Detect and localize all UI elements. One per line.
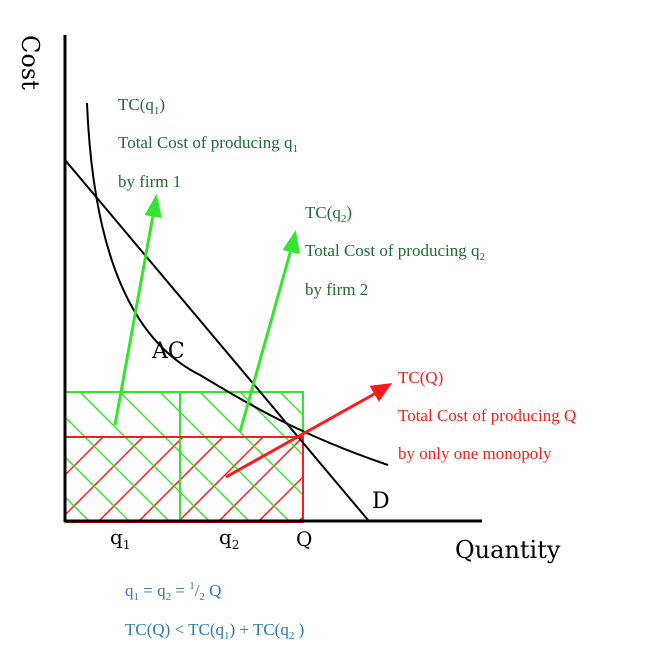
tc-q2-annotation: TC(q2) Total Cost of producing q2 by fir… xyxy=(305,203,485,299)
tc-q1-line2: by firm 1 xyxy=(118,172,181,191)
tc-q2-line2: by firm 2 xyxy=(305,280,368,299)
equation-tc-inequality: TC(Q) < TC(q1) + TC(q2 ) xyxy=(125,620,304,642)
tc-Q-title: TC(Q) xyxy=(398,368,443,387)
firm1-cost-hatch xyxy=(65,392,180,522)
demand-curve xyxy=(64,159,369,521)
tc-Q-line1: Total Cost of producing Q xyxy=(398,406,576,425)
monopoly-cost-box xyxy=(65,436,304,522)
average-cost-curve xyxy=(86,102,389,466)
tc-q1-title: TC(q1) xyxy=(118,95,165,117)
tick-Q: Q xyxy=(296,527,312,551)
monopoly-arrow xyxy=(225,391,377,479)
y-axis-label: Cost xyxy=(16,35,44,90)
firm2-arrow-head xyxy=(282,230,300,254)
firm2-cost-hatch xyxy=(180,392,303,522)
tc-q2-title: TC(q2) xyxy=(305,203,352,225)
firm1-arrow xyxy=(113,209,156,426)
monopoly-cost-hatch xyxy=(65,437,303,522)
tick-q2: q2 xyxy=(219,525,239,552)
tc-q1-line1: Total Cost of producing q1 xyxy=(118,133,298,155)
equation-q-split: q1 = q2 = 1/2 Q xyxy=(125,580,221,603)
firm1-arrow-head xyxy=(144,193,162,218)
tc-Q-annotation: TC(Q) Total Cost of producing Q by only … xyxy=(398,368,576,463)
ac-label: AC xyxy=(151,339,185,364)
tick-q1: q1 xyxy=(110,525,130,552)
tc-q1-annotation: TC(q1) Total Cost of producing q1 by fir… xyxy=(118,95,298,191)
equations: q1 = q2 = 1/2 Q TC(Q) < TC(q1) + TC(q2 ) xyxy=(125,580,304,642)
demand-label: D xyxy=(372,489,390,514)
x-axis-label: Quantity xyxy=(455,536,561,564)
firm2-arrow xyxy=(238,245,294,433)
monopoly-arrow-head xyxy=(369,383,393,402)
tc-q2-line1: Total Cost of producing q2 xyxy=(305,241,485,263)
tc-Q-line2: by only one monopoly xyxy=(398,444,552,463)
